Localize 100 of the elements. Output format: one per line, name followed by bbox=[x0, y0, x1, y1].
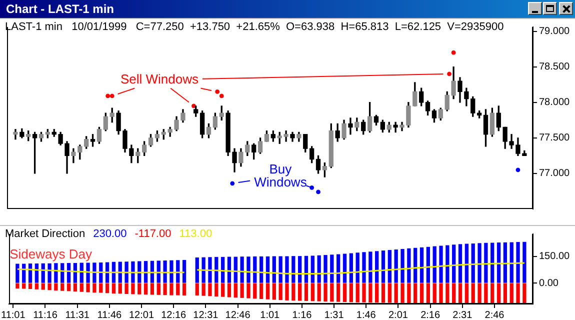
bar bbox=[298, 283, 302, 301]
point bbox=[106, 94, 110, 98]
bar bbox=[407, 283, 411, 304]
bar bbox=[432, 283, 436, 304]
bar bbox=[253, 283, 257, 299]
bar bbox=[407, 248, 411, 283]
bar bbox=[214, 256, 218, 283]
bar bbox=[484, 283, 488, 304]
y-tick-label: 78.000 bbox=[539, 97, 570, 108]
x-tick-label: 11:16 bbox=[33, 310, 58, 320]
x-tick-label: 12:16 bbox=[161, 310, 187, 320]
bar bbox=[156, 283, 160, 295]
bar bbox=[330, 254, 334, 283]
bar bbox=[105, 283, 110, 294]
bar bbox=[150, 283, 154, 295]
bar bbox=[484, 242, 488, 283]
bar bbox=[349, 283, 353, 302]
bar bbox=[298, 256, 302, 283]
bar bbox=[86, 283, 90, 292]
x-tick-label: 12:46 bbox=[225, 310, 251, 320]
bar bbox=[16, 264, 20, 283]
bar bbox=[336, 254, 340, 283]
bar bbox=[259, 256, 264, 283]
bar bbox=[246, 256, 250, 283]
bar bbox=[375, 251, 379, 283]
bar bbox=[163, 283, 167, 296]
y-tick-label: 150.00 bbox=[539, 251, 570, 262]
bar bbox=[304, 256, 308, 283]
bar bbox=[503, 283, 508, 304]
bar bbox=[471, 243, 475, 283]
point bbox=[219, 94, 224, 98]
bar bbox=[317, 283, 321, 302]
bar bbox=[131, 283, 135, 294]
bar bbox=[516, 242, 520, 283]
annotation: Sell Windows bbox=[120, 71, 199, 86]
bar bbox=[292, 256, 296, 283]
bar bbox=[336, 283, 340, 302]
x-tick-label: 11:31 bbox=[65, 310, 90, 320]
bar bbox=[400, 283, 404, 303]
point bbox=[516, 168, 520, 172]
bar bbox=[16, 283, 20, 289]
bar bbox=[41, 283, 45, 290]
bar bbox=[414, 248, 418, 283]
bar bbox=[285, 256, 289, 283]
bar bbox=[426, 283, 430, 304]
annotation: Buy Windows bbox=[254, 161, 308, 190]
bar bbox=[170, 260, 174, 283]
y-tick-label: 0.00 bbox=[539, 278, 559, 289]
bar bbox=[375, 283, 379, 303]
text: 113.00 bbox=[179, 228, 212, 240]
bar bbox=[471, 283, 475, 304]
bar bbox=[496, 242, 501, 283]
bar bbox=[99, 283, 103, 293]
bar bbox=[144, 261, 148, 283]
bar bbox=[304, 283, 308, 301]
bar bbox=[54, 283, 58, 290]
bar bbox=[170, 283, 174, 296]
bar bbox=[202, 283, 206, 296]
x-tick-label: 11:01 bbox=[1, 310, 26, 320]
bar bbox=[439, 246, 443, 283]
point bbox=[451, 50, 456, 55]
chart-title: Market Direction bbox=[5, 228, 86, 240]
bar bbox=[362, 252, 366, 283]
x-tick-label: 2:46 bbox=[484, 310, 505, 320]
bar bbox=[356, 283, 360, 302]
x-tick-label: 2:16 bbox=[420, 310, 440, 320]
bar bbox=[362, 283, 366, 302]
bar bbox=[342, 283, 347, 302]
bar bbox=[446, 245, 450, 283]
bar bbox=[48, 283, 52, 290]
bar bbox=[310, 256, 314, 283]
bar bbox=[176, 283, 180, 296]
bar bbox=[214, 283, 218, 297]
bar bbox=[490, 242, 494, 283]
bar bbox=[285, 283, 289, 300]
bar bbox=[73, 283, 78, 292]
bar bbox=[516, 283, 520, 304]
bar bbox=[92, 283, 96, 293]
x-tick-label: 1:01 bbox=[260, 310, 280, 320]
x-tick-label: 1:31 bbox=[324, 310, 344, 320]
bar bbox=[381, 250, 386, 283]
bar bbox=[266, 283, 270, 300]
bar bbox=[388, 283, 392, 303]
bar bbox=[22, 264, 26, 283]
point bbox=[110, 94, 114, 98]
bar bbox=[234, 283, 238, 298]
bar bbox=[522, 283, 526, 304]
bar bbox=[144, 283, 148, 295]
bar bbox=[220, 283, 225, 297]
bar bbox=[208, 283, 212, 296]
bar bbox=[464, 283, 469, 304]
x-tick-label: 11:46 bbox=[97, 310, 122, 320]
bar bbox=[240, 283, 244, 298]
x-tick-label: 12:01 bbox=[129, 310, 154, 320]
text: -117.00 bbox=[134, 228, 172, 240]
point bbox=[310, 185, 314, 190]
bar bbox=[522, 242, 526, 283]
bar bbox=[227, 256, 232, 283]
bar bbox=[368, 252, 372, 283]
bar bbox=[458, 244, 462, 283]
